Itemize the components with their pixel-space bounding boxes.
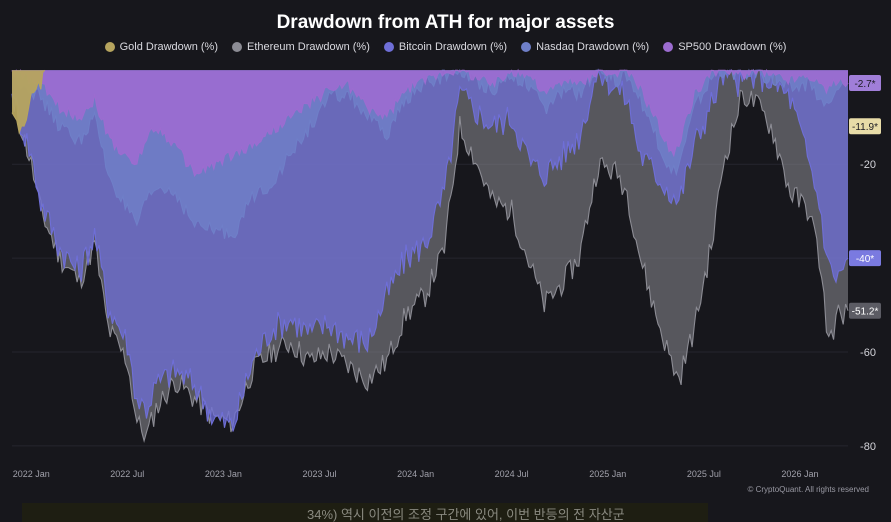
badge-label: -11.9* [852, 122, 878, 133]
y-tick-label: -80 [860, 441, 876, 453]
legend-label: Ethereum Drawdown (%) [247, 41, 370, 53]
legend-swatch [521, 42, 532, 52]
caption-strip: 34%) 역시 이전의 조정 구간에 있어, 이번 반등의 전 자산군 [22, 503, 708, 522]
legend-label: Gold Drawdown (%) [119, 41, 218, 53]
x-tick-label: 2022 Jan [13, 469, 50, 479]
legend-item-nasdaq-drawdown[interactable]: Nasdaq Drawdown (%) [521, 41, 649, 53]
legend-label: SP500 Drawdown (%) [678, 41, 787, 53]
badge-background [849, 75, 881, 92]
legend-item-ethereum-drawdown[interactable]: Ethereum Drawdown (%) [232, 41, 370, 53]
legend-swatch [383, 42, 394, 52]
last-value-badge-gold-drawdown: -11.9* [849, 118, 881, 135]
legend-label: Bitcoin Drawdown (%) [398, 41, 508, 53]
x-tick-label: 2024 Jan [397, 469, 434, 479]
badge-background [849, 250, 881, 267]
series-line-gold-drawdown [11, 69, 46, 135]
x-tick-label: 2022 Jul [110, 469, 144, 479]
legend-swatch [232, 42, 242, 52]
legend-label: Nasdaq Drawdown (%) [536, 41, 650, 53]
legend-swatch [104, 42, 115, 52]
x-tick-label: 2025 Jan [589, 469, 626, 479]
last-value-badge-ethereum-drawdown: -51.2* [849, 302, 881, 319]
series-area-sp500-drawdown [12, 70, 848, 176]
legend-item-sp500-drawdown[interactable]: SP500 Drawdown (%) [663, 41, 786, 53]
series-line-ethereum-drawdown [11, 89, 849, 444]
badge-background [849, 118, 881, 135]
chart-title: Drawdown from ATH for major assets [276, 12, 615, 33]
chart-legend: Gold Drawdown (%) Ethereum Drawdown (%) Bi… [0, 41, 891, 53]
x-tick-label: 2024 Jul [495, 469, 529, 479]
caption-text: 34%) 역시 이전의 조정 구간에 있어, 이번 반등의 전 자산군 [307, 507, 625, 522]
x-tick-label: 2026 Jan [781, 469, 818, 479]
last-value-badge-bitcoin-drawdown: -40* [849, 250, 881, 267]
legend-item-gold-drawdown[interactable]: Gold Drawdown (%) [104, 41, 218, 53]
x-tick-label: 2025 Jul [687, 469, 721, 479]
badge-background [849, 302, 881, 319]
x-tick-label: 2023 Jul [302, 469, 336, 479]
legend-swatch [663, 42, 674, 52]
last-value-badge-sp500-drawdown: -2.7* [849, 75, 881, 92]
y-tick-label: -60 [860, 347, 876, 359]
series-line-bitcoin-drawdown [11, 68, 849, 432]
badge-label: -40* [856, 254, 874, 265]
series-line-sp500-drawdown [11, 68, 849, 177]
copyright-annotation: © CryptoQuant. All rights reserved [747, 485, 870, 494]
badge-label: -2.7* [854, 79, 875, 90]
x-tick-label: 2023 Jan [205, 469, 242, 479]
badge-label: -51.2* [852, 307, 879, 318]
legend-item-bitcoin-drawdown[interactable]: Bitcoin Drawdown (%) [383, 41, 508, 53]
y-tick-label: -20 [860, 159, 876, 171]
